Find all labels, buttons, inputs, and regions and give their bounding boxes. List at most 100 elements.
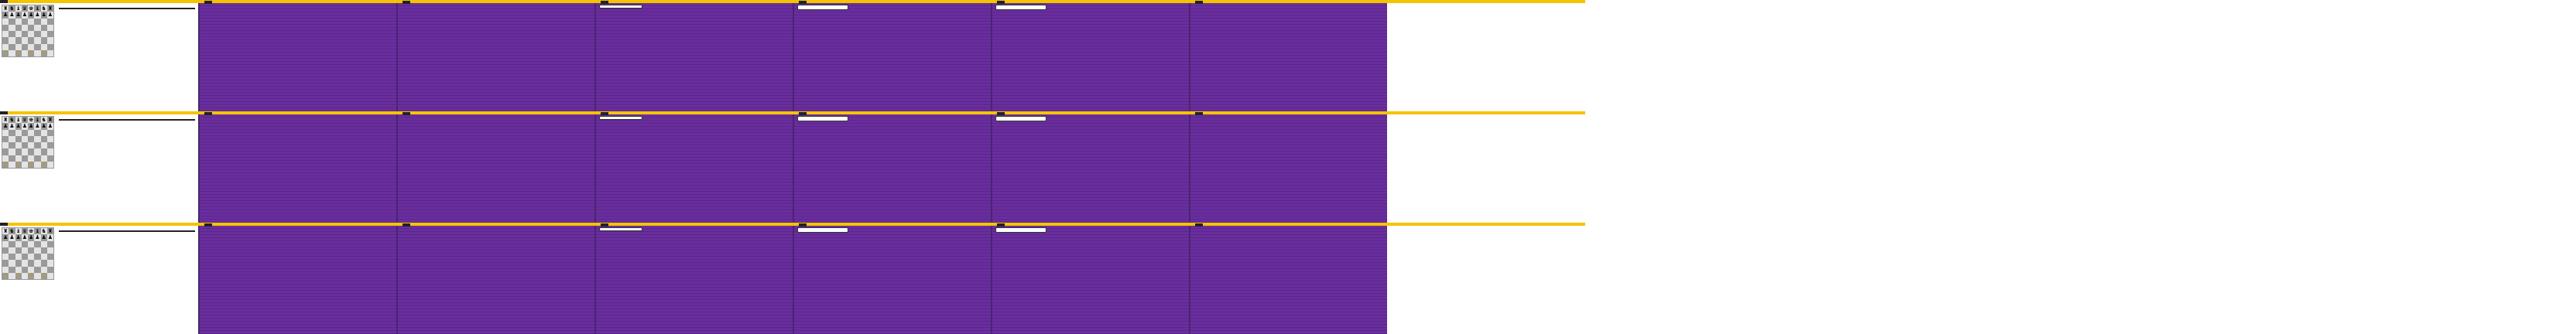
board-square[interactable]: [28, 247, 35, 254]
panel-tab[interactable]: [1195, 1, 1203, 4]
chess-piece[interactable]: ♜: [46, 227, 53, 235]
chess-piece[interactable]: ♙: [2, 161, 9, 168]
chess-piece[interactable]: ♞: [40, 227, 47, 235]
board-square[interactable]: [9, 129, 15, 136]
board-square[interactable]: [40, 260, 47, 267]
board-square[interactable]: [15, 266, 22, 273]
board-square[interactable]: [9, 260, 15, 267]
board-square[interactable]: [34, 254, 41, 261]
purple-panel[interactable]: [396, 112, 594, 223]
board-square[interactable]: [34, 148, 41, 155]
board-square[interactable]: [34, 49, 41, 56]
board-square[interactable]: [15, 129, 22, 136]
board-square[interactable]: [21, 254, 28, 261]
chess-piece[interactable]: ♙: [40, 161, 47, 168]
board-square[interactable]: [28, 155, 35, 162]
board-square[interactable]: [40, 135, 47, 142]
board-square[interactable]: [46, 247, 53, 254]
board-square[interactable]: [21, 148, 28, 155]
chess-piece[interactable]: ♜: [46, 5, 53, 12]
chess-piece[interactable]: ♞: [9, 5, 15, 12]
board-square[interactable]: [9, 240, 15, 247]
board-square[interactable]: [15, 135, 22, 142]
chess-piece[interactable]: ♝: [15, 116, 22, 124]
purple-panel[interactable]: [594, 1, 793, 111]
board-square[interactable]: [2, 240, 9, 247]
board-square[interactable]: [9, 247, 15, 254]
chess-piece[interactable]: ♞: [9, 227, 15, 235]
board-square[interactable]: [2, 43, 9, 50]
board-square[interactable]: [21, 260, 28, 267]
panel-tab[interactable]: [204, 112, 212, 115]
board-square[interactable]: [34, 240, 41, 247]
panel-tab[interactable]: [799, 112, 807, 115]
board-square[interactable]: [28, 129, 35, 136]
board-square[interactable]: [40, 24, 47, 31]
board-square[interactable]: [34, 142, 41, 149]
panel-input[interactable]: [995, 5, 1046, 10]
board-square[interactable]: [21, 18, 28, 25]
chess-piece[interactable]: ♙: [2, 49, 9, 56]
board-square[interactable]: [46, 272, 53, 279]
board-square[interactable]: [21, 135, 28, 142]
board-square[interactable]: [2, 31, 9, 38]
board-square[interactable]: [46, 129, 53, 136]
board-square[interactable]: [28, 24, 35, 31]
chess-piece[interactable]: ♜: [46, 116, 53, 124]
chess-piece[interactable]: ♟: [28, 11, 35, 19]
chess-piece[interactable]: ♚: [28, 116, 35, 124]
board-square[interactable]: [46, 266, 53, 273]
board-square[interactable]: [46, 240, 53, 247]
board-square[interactable]: [15, 247, 22, 254]
panel-input[interactable]: [797, 5, 848, 10]
panel-tab[interactable]: [799, 223, 807, 227]
chess-piece[interactable]: ♝: [34, 227, 41, 235]
board-square[interactable]: [15, 240, 22, 247]
chess-piece[interactable]: ♙: [40, 49, 47, 56]
board-square[interactable]: [15, 18, 22, 25]
chess-piece[interactable]: ♟: [28, 233, 35, 241]
board-square[interactable]: [40, 142, 47, 149]
board-square[interactable]: [21, 272, 28, 279]
board-square[interactable]: [15, 155, 22, 162]
board-square[interactable]: [34, 18, 41, 25]
board-square[interactable]: [28, 18, 35, 25]
chess-piece[interactable]: ♙: [40, 272, 47, 279]
chess-piece[interactable]: ♟: [15, 11, 22, 19]
board-square[interactable]: [28, 240, 35, 247]
chess-piece[interactable]: ♟: [2, 233, 9, 241]
board-square[interactable]: [40, 129, 47, 136]
chess-piece[interactable]: ♞: [9, 116, 15, 124]
board-square[interactable]: [46, 49, 53, 56]
chess-piece[interactable]: ♟: [21, 122, 28, 130]
panel-input[interactable]: [995, 116, 1046, 121]
panel-tab[interactable]: [1195, 112, 1203, 115]
board-square[interactable]: [40, 155, 47, 162]
board-square[interactable]: [46, 37, 53, 44]
board-square[interactable]: [46, 254, 53, 261]
board-square[interactable]: [21, 247, 28, 254]
board-square[interactable]: [9, 43, 15, 50]
chess-piece[interactable]: ♚: [28, 227, 35, 235]
panel-input[interactable]: [797, 227, 848, 233]
board-square[interactable]: [46, 135, 53, 142]
chess-piece[interactable]: ♙: [2, 272, 9, 279]
board-square[interactable]: [21, 161, 28, 168]
panel-tab[interactable]: [204, 1, 212, 4]
corner-tab[interactable]: [0, 0, 8, 3]
board-square[interactable]: [21, 49, 28, 56]
purple-panel[interactable]: [1189, 223, 1387, 334]
chess-piece[interactable]: ♟: [40, 233, 47, 241]
board-square[interactable]: [46, 24, 53, 31]
chess-piece[interactable]: ♟: [40, 122, 47, 130]
panel-input[interactable]: [599, 116, 642, 120]
panel-tab[interactable]: [402, 112, 410, 115]
chess-piece[interactable]: ♟: [34, 233, 41, 241]
board-square[interactable]: [2, 142, 9, 149]
board-square[interactable]: [2, 129, 9, 136]
board-square[interactable]: [40, 37, 47, 44]
board-square[interactable]: [28, 266, 35, 273]
panel-tab[interactable]: [997, 1, 1005, 4]
chess-piece[interactable]: ♟: [21, 233, 28, 241]
panel-input[interactable]: [599, 5, 642, 9]
